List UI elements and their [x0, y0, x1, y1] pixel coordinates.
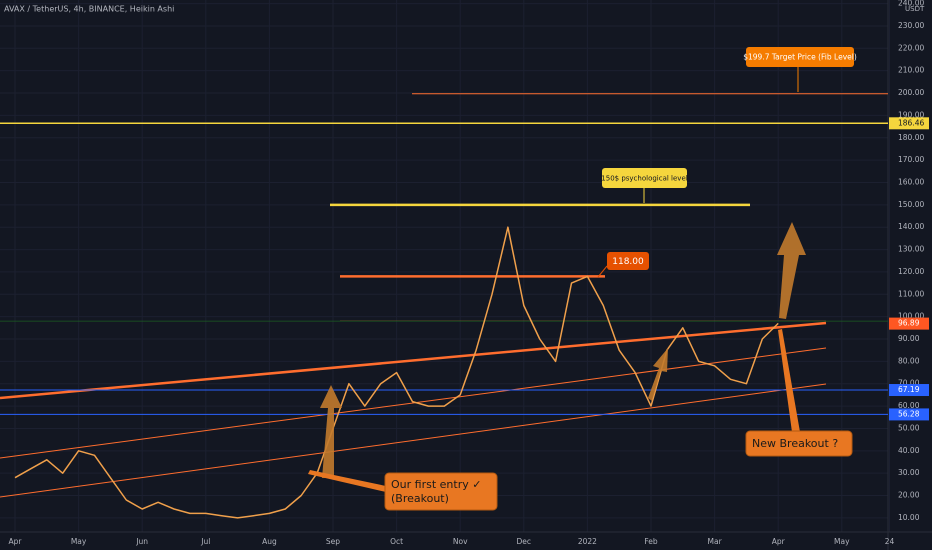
- x-tick-label: Oct: [390, 537, 403, 546]
- y-tick-label: 190.00: [898, 110, 924, 119]
- note-box: [746, 47, 854, 67]
- price-label: 67.19: [898, 385, 920, 394]
- x-tick-label: Apr: [772, 537, 786, 546]
- note-text: 150$ psychological level: [601, 175, 687, 183]
- y-tick-label: 210.00: [898, 66, 924, 75]
- x-tick-label: May: [71, 537, 87, 546]
- y-tick-label: 200.00: [898, 88, 924, 97]
- callout: [308, 470, 386, 492]
- x-tick-label: Jun: [135, 537, 148, 546]
- price-label: 186.46: [898, 118, 924, 127]
- price-label: 96.89: [898, 319, 920, 328]
- y-tick-label: 20.00: [898, 491, 920, 500]
- y-tick-label: 40.00: [898, 446, 920, 455]
- y-tick-label: 30.00: [898, 468, 920, 477]
- trend-line: [0, 383, 827, 498]
- x-tick-label: Feb: [644, 537, 658, 546]
- y-tick-label: 140.00: [898, 222, 924, 231]
- y-axis-label: USDT: [905, 5, 925, 13]
- note-text: New Breakout ?: [752, 437, 838, 450]
- note-text: (Breakout): [391, 492, 449, 505]
- x-tick-label: Mar: [708, 537, 723, 546]
- x-tick-label: May: [834, 537, 850, 546]
- y-tick-label: 230.00: [898, 21, 924, 30]
- price-label-box: [889, 384, 929, 397]
- callout: [778, 329, 800, 432]
- y-tick-label: 100.00: [898, 312, 924, 321]
- x-tick-label: Dec: [517, 537, 532, 546]
- note-text: Our first entry ✓: [391, 478, 481, 491]
- y-tick-label: 240.00: [898, 0, 924, 8]
- note-box: [745, 430, 853, 457]
- y-tick-label: 80.00: [898, 356, 920, 365]
- y-tick-label: 130.00: [898, 245, 924, 254]
- price-label-box: [889, 408, 929, 421]
- y-tick-label: 160.00: [898, 177, 924, 186]
- note-box: [607, 252, 649, 270]
- trend-line: [0, 347, 827, 459]
- y-tick-label: 10.00: [898, 513, 920, 522]
- x-tick-label: Jul: [200, 537, 210, 546]
- y-tick-label: 90.00: [898, 334, 920, 343]
- arrow-up: [777, 222, 806, 319]
- x-tick-label: 2022: [578, 537, 597, 546]
- price-line: [14, 226, 779, 519]
- chart-title: AVAX / TetherUS, 4h, BINANCE, Heikin Ash…: [4, 5, 174, 14]
- y-tick-label: 50.00: [898, 423, 920, 432]
- price-label-box: [889, 317, 929, 330]
- note-box: [602, 168, 687, 188]
- y-tick-label: 180.00: [898, 133, 924, 142]
- x-tick-label: Sep: [326, 537, 340, 546]
- hlines: [0, 122, 888, 415]
- y-tick-label: 60.00: [898, 401, 920, 410]
- arrow-up: [320, 385, 342, 478]
- price-label-box: [889, 117, 929, 130]
- y-tick-label: 150.00: [898, 200, 924, 209]
- y-tick-label: 70.00: [898, 379, 920, 388]
- x-tick-label: Aug: [262, 537, 277, 546]
- x-tick-label: Apr: [9, 537, 23, 546]
- grid: [0, 0, 890, 532]
- x-tick-label: Nov: [453, 537, 468, 546]
- y-tick-label: 220.00: [898, 43, 924, 52]
- y-tick-label: 170.00: [898, 155, 924, 164]
- note-text: 118.00: [612, 257, 644, 267]
- y-tick-label: 110.00: [898, 289, 924, 298]
- trend-line: [0, 321, 827, 400]
- price-label: 56.28: [898, 409, 920, 418]
- arrow-up: [648, 348, 668, 401]
- note-text: $199.7 Target Price (Fib Level): [743, 53, 857, 62]
- note-pointer: [597, 265, 608, 278]
- note-box: [384, 472, 498, 511]
- x-tick-label: 24: [885, 537, 895, 546]
- series: [14, 226, 779, 519]
- y-tick-label: 120.00: [898, 267, 924, 276]
